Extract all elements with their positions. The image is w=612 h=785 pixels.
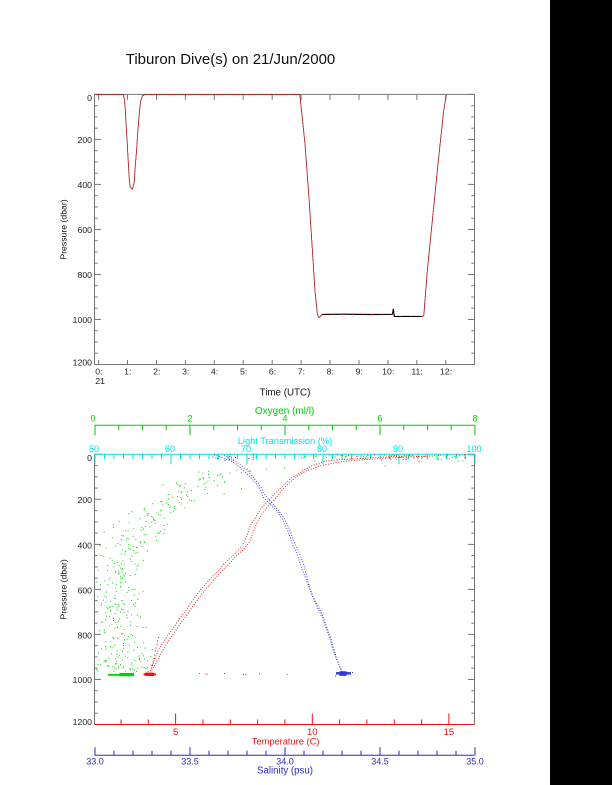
svg-text:0: 0 bbox=[90, 414, 95, 424]
svg-text:Oxygen (ml/l): Oxygen (ml/l) bbox=[255, 406, 314, 417]
svg-text:6:: 6: bbox=[269, 366, 276, 376]
svg-text:1200: 1200 bbox=[73, 717, 92, 727]
svg-text:9:: 9: bbox=[356, 366, 363, 376]
svg-text:0: 0 bbox=[87, 453, 92, 463]
svg-text:400: 400 bbox=[78, 541, 93, 551]
svg-text:11:: 11: bbox=[411, 366, 422, 376]
svg-text:5: 5 bbox=[173, 727, 178, 738]
svg-text:Temperature (C): Temperature (C) bbox=[252, 736, 320, 746]
svg-text:0:: 0: bbox=[95, 366, 102, 376]
svg-text:200: 200 bbox=[78, 495, 93, 505]
svg-text:70: 70 bbox=[241, 444, 251, 454]
svg-text:8:: 8: bbox=[327, 366, 334, 376]
svg-text:600: 600 bbox=[78, 586, 93, 596]
svg-text:8: 8 bbox=[472, 414, 477, 424]
svg-text:Light Transmission (%): Light Transmission (%) bbox=[238, 436, 333, 446]
svg-text:90: 90 bbox=[393, 444, 403, 454]
svg-text:80: 80 bbox=[317, 444, 327, 454]
svg-text:0: 0 bbox=[87, 93, 92, 103]
svg-text:33.5: 33.5 bbox=[181, 757, 199, 767]
svg-text:4: 4 bbox=[282, 414, 287, 424]
svg-text:6: 6 bbox=[377, 414, 382, 424]
svg-text:1200: 1200 bbox=[73, 358, 92, 368]
svg-text:Tiburon Dive(s) on 21/Jun/2000: Tiburon Dive(s) on 21/Jun/2000 bbox=[126, 51, 336, 68]
svg-text:Salinity (psu): Salinity (psu) bbox=[257, 766, 313, 777]
svg-text:Time (UTC): Time (UTC) bbox=[260, 387, 311, 398]
svg-text:800: 800 bbox=[78, 270, 93, 280]
svg-text:600: 600 bbox=[78, 225, 93, 235]
svg-text:1000: 1000 bbox=[73, 315, 92, 325]
svg-text:10:: 10: bbox=[382, 366, 394, 376]
svg-text:Pressure (dbar): Pressure (dbar) bbox=[59, 199, 69, 259]
svg-text:34.0: 34.0 bbox=[276, 757, 294, 767]
svg-text:50: 50 bbox=[89, 444, 99, 454]
svg-text:3:: 3: bbox=[182, 366, 189, 376]
svg-text:60: 60 bbox=[165, 444, 175, 454]
svg-text:400: 400 bbox=[78, 180, 93, 190]
svg-text:4:: 4: bbox=[211, 366, 218, 376]
svg-text:12:: 12: bbox=[440, 366, 452, 376]
svg-text:200: 200 bbox=[78, 135, 93, 145]
svg-text:7:: 7: bbox=[298, 366, 305, 376]
svg-text:15: 15 bbox=[444, 727, 455, 738]
svg-text:100: 100 bbox=[466, 444, 481, 454]
svg-text:35.0: 35.0 bbox=[466, 757, 484, 767]
svg-text:Pressure (dbar): Pressure (dbar) bbox=[59, 559, 69, 619]
svg-text:33.0: 33.0 bbox=[86, 757, 104, 767]
svg-text:21: 21 bbox=[95, 376, 105, 386]
svg-text:1000: 1000 bbox=[73, 675, 92, 685]
svg-text:34.5: 34.5 bbox=[371, 757, 389, 767]
svg-text:2:: 2: bbox=[153, 366, 160, 376]
svg-text:5:: 5: bbox=[240, 366, 247, 376]
svg-text:10: 10 bbox=[307, 727, 318, 738]
svg-text:2: 2 bbox=[187, 414, 192, 424]
svg-text:800: 800 bbox=[78, 631, 93, 641]
svg-text:1:: 1: bbox=[124, 366, 131, 376]
